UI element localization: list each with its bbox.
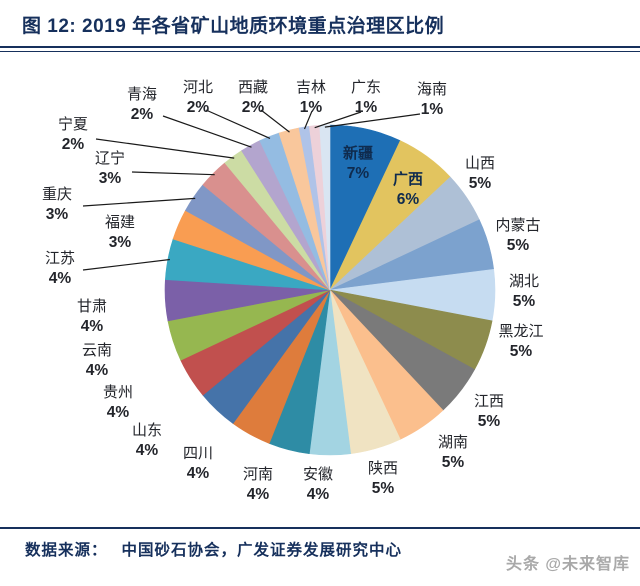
slice-label-湖南: 湖南 5% — [438, 434, 468, 471]
leader-lines — [82, 109, 421, 271]
slice-label-新疆: 新疆 7% — [343, 144, 373, 182]
slice-label-河南: 河南 4% — [243, 466, 273, 503]
slice-label-湖北: 湖北 5% — [509, 273, 539, 310]
source-label: 数据来源： — [25, 542, 108, 559]
slice-label-黑龙江: 黑龙江 5% — [498, 323, 543, 360]
leader-line-江苏 — [82, 258, 170, 271]
pie-slices — [164, 124, 496, 456]
leader-line-广东 — [314, 111, 362, 129]
slice-label-江苏: 江苏 4% — [45, 250, 75, 287]
slice-label-福建: 福建 3% — [105, 214, 135, 251]
slice-labels: 新疆 7% 广西 6% 山西 5%内蒙古 5% 湖北 5% 黑龙江 5% 江西 5%湖南 5% 陕西 5% 安徽… — [42, 79, 544, 503]
slice-label-西藏: 西藏 2% — [238, 79, 268, 116]
leader-line-重庆 — [82, 197, 196, 207]
pie-slice-海南 — [319, 124, 331, 291]
figure-title: 图 12: 2019 年各省矿山地质环境重点治理区比例 — [22, 16, 445, 37]
slice-label-青海: 青海 2% — [127, 86, 157, 123]
leader-line-宁夏 — [95, 138, 235, 159]
slice-label-山东: 山东 4% — [132, 422, 162, 459]
leader-line-西藏 — [260, 109, 290, 133]
data-source-line: 数据来源： 中国砂石协会，广发证券发展研究中心 — [25, 538, 640, 560]
slice-label-江西: 江西 5% — [474, 393, 504, 430]
slice-label-吉林: 吉林 1% — [296, 79, 326, 116]
slice-label-内蒙古: 内蒙古 5% — [495, 217, 540, 254]
slice-label-辽宁: 辽宁 3% — [95, 150, 125, 187]
leader-line-吉林 — [303, 110, 313, 130]
slice-label-贵州: 贵州 4% — [103, 384, 133, 421]
title-divider — [0, 46, 640, 52]
figure-footer: 数据来源： 中国砂石协会，广发证券发展研究中心 — [0, 527, 640, 560]
slice-label-安徽: 安徽 4% — [303, 466, 333, 503]
slice-label-陕西: 陕西 5% — [368, 460, 398, 497]
slice-label-宁夏: 宁夏 2% — [58, 116, 88, 153]
source-text: 中国砂石协会，广发证券发展研究中心 — [121, 542, 403, 559]
slice-label-广西: 广西 6% — [393, 170, 423, 208]
slice-label-四川: 四川 4% — [183, 445, 213, 482]
slice-label-海南: 海南 1% — [417, 81, 447, 118]
slice-label-河北: 河北 2% — [183, 79, 213, 116]
leader-line-辽宁 — [131, 171, 215, 176]
figure-header: 图 12: 2019 年各省矿山地质环境重点治理区比例 — [0, 0, 640, 52]
slice-label-云南: 云南 4% — [82, 342, 112, 379]
slice-label-重庆: 重庆 3% — [42, 186, 72, 223]
leader-line-河北 — [205, 109, 271, 139]
watermark: 头条 @未来智库 — [505, 556, 630, 573]
leader-line-海南 — [324, 113, 421, 128]
slice-label-广东: 广东 1% — [351, 79, 381, 116]
slice-label-甘肃: 甘肃 4% — [77, 298, 107, 335]
leader-line-青海 — [162, 115, 252, 148]
slice-label-山西: 山西 5% — [465, 155, 495, 192]
